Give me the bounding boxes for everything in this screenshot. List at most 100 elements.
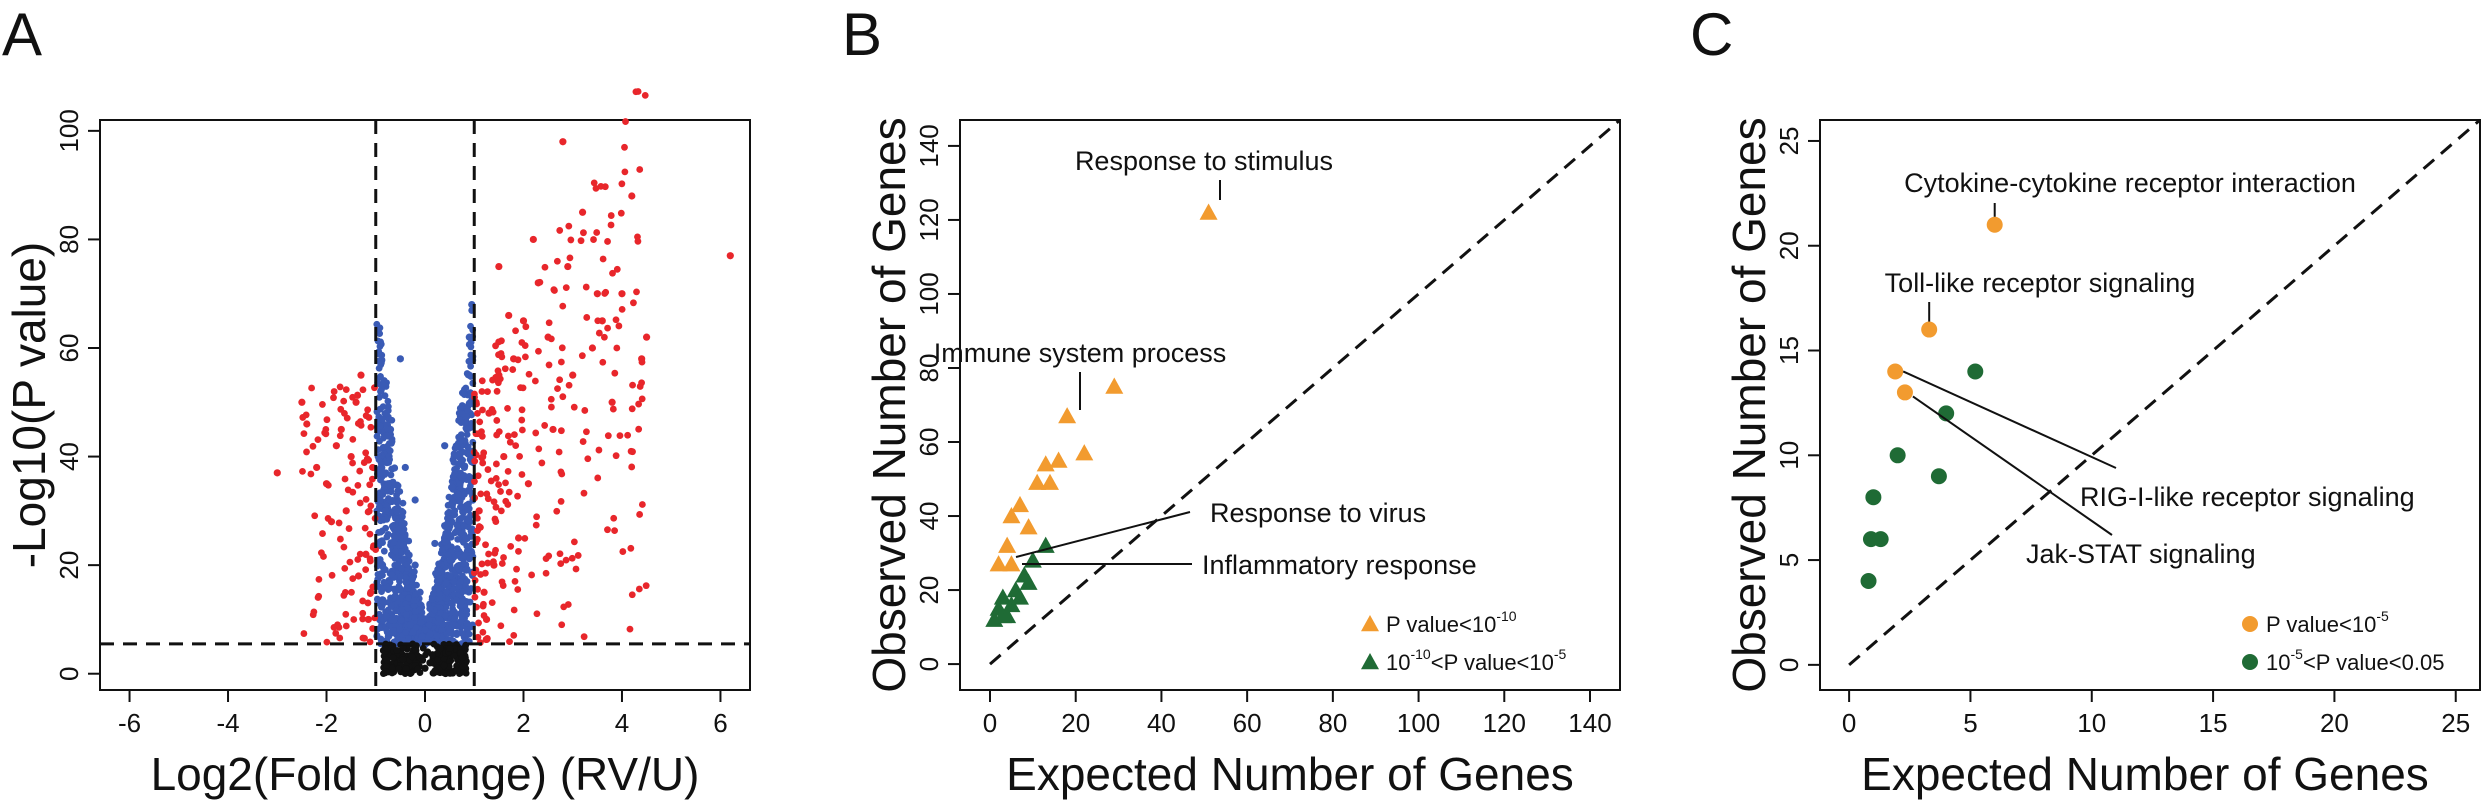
ns-point: [378, 537, 386, 545]
ns-point: [435, 585, 442, 593]
up-point: [492, 342, 499, 350]
ns-point: [456, 529, 464, 537]
up-point: [525, 370, 533, 378]
up-point: [492, 460, 500, 468]
up-point: [524, 480, 533, 488]
ns-point: [467, 362, 475, 370]
ns-point: [378, 516, 386, 523]
down-point: [342, 622, 350, 630]
low-point: [446, 645, 454, 652]
down-point: [350, 616, 358, 623]
up-point: [495, 481, 503, 488]
ns-point: [445, 493, 453, 501]
ns-point: [444, 514, 451, 522]
ns-point: [435, 575, 443, 583]
ns-point: [463, 413, 471, 420]
ns-point: [467, 351, 475, 359]
down-point: [364, 599, 372, 607]
up-point: [617, 209, 625, 217]
ns-point: [392, 607, 400, 615]
up-point: [495, 351, 502, 359]
up-point: [558, 344, 566, 352]
ns-point: [446, 625, 454, 633]
y-tick-label: 100: [54, 109, 84, 152]
down-point: [314, 436, 322, 444]
low-point: [462, 669, 470, 677]
ns-point: [384, 480, 392, 488]
up-point: [477, 571, 484, 578]
up-point: [549, 425, 557, 434]
down-point: [362, 412, 370, 420]
up-point: [726, 252, 734, 260]
low-point: [458, 654, 466, 662]
up-point: [504, 404, 511, 412]
up-point: [600, 333, 608, 341]
x-tick-label: 40: [1147, 708, 1176, 738]
ns-point: [392, 547, 400, 555]
up-point: [556, 376, 564, 384]
ns-point: [397, 573, 404, 581]
ns-point: [457, 617, 465, 625]
low-point: [399, 656, 407, 664]
up-point: [579, 438, 587, 445]
annotation-label: Cytokine-cytokine receptor interaction: [1904, 168, 2356, 198]
low-point: [389, 654, 397, 661]
ns-point: [463, 425, 471, 434]
ns-point: [465, 517, 473, 525]
down-point: [335, 519, 343, 527]
annotation-label: Immune system process: [934, 338, 1227, 368]
ns-point: [460, 560, 468, 567]
y-tick-label: 40: [914, 502, 944, 531]
up-point: [627, 544, 635, 552]
p1-point: [998, 536, 1017, 553]
ns-point: [410, 568, 418, 576]
c1-point: [1896, 384, 1913, 401]
ns-point: [462, 384, 470, 392]
down-point: [356, 467, 364, 475]
ns-point: [435, 560, 442, 568]
c1-point: [1887, 363, 1904, 380]
ns-point: [452, 596, 460, 604]
ns-point: [380, 434, 387, 442]
ns-point: [453, 545, 461, 552]
down-point: [341, 589, 349, 596]
down-point: [348, 588, 355, 596]
down-point: [366, 557, 374, 565]
up-point: [491, 549, 499, 557]
up-point: [599, 255, 607, 263]
down-point: [356, 499, 364, 507]
up-point: [642, 582, 650, 590]
x-tick-label: -6: [118, 708, 141, 738]
low-point: [459, 662, 467, 670]
up-point: [593, 229, 601, 236]
down-point: [367, 423, 375, 431]
up-point: [518, 416, 526, 424]
up-point: [502, 497, 510, 505]
ns-point: [390, 616, 398, 624]
up-point: [479, 628, 487, 636]
down-point: [309, 611, 317, 619]
down-point: [347, 452, 355, 461]
up-point: [560, 603, 568, 611]
ns-point: [387, 471, 395, 479]
down-point: [349, 488, 357, 496]
y-tick-label: 25: [1774, 126, 1804, 155]
y-tick-label: 5: [1774, 553, 1804, 567]
ns-point: [453, 443, 461, 451]
ns-point: [466, 555, 473, 563]
x-tick-label: 100: [1397, 708, 1440, 738]
x-tick-label: 6: [713, 708, 727, 738]
x-tick-label: -2: [315, 708, 338, 738]
low-point: [408, 653, 416, 661]
c1-point: [1921, 321, 1938, 338]
up-point: [480, 588, 488, 596]
down-point: [330, 394, 337, 402]
up-point: [544, 333, 552, 341]
ns-point: [402, 611, 410, 618]
p1-point: [1002, 555, 1021, 572]
legend-marker: [2242, 654, 2258, 670]
ns-point: [383, 410, 390, 418]
p1-point: [1058, 407, 1077, 424]
ns-point: [382, 612, 390, 620]
